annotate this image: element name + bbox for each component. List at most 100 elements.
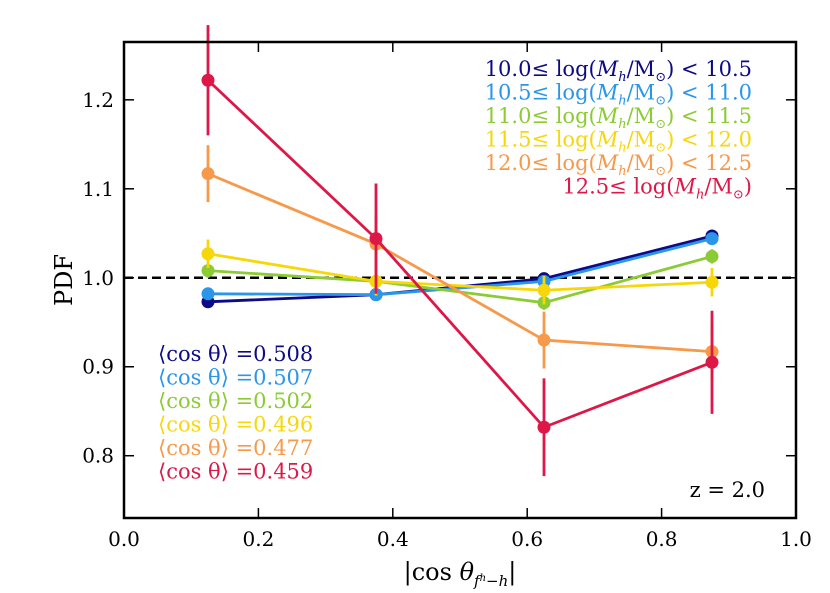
series-2 [201,232,719,302]
series-3 [201,249,719,310]
y-tick-label: 1.1 [82,177,114,201]
mean-annotation: ⟨cos θ⟩ =0.508 [158,342,313,366]
x-tick-label: 0.0 [108,527,140,551]
mean-annotation-value: =0.496 [236,413,314,437]
mean-annotation-lhs: ⟨cos θ⟩ [158,366,236,390]
legend-entry-part: M [596,151,619,175]
x-axis-label-bar-end: | [508,558,516,587]
mean-annotation-value: =0.477 [236,436,314,460]
x-tick-label: 0.8 [646,527,678,551]
series-1 [201,229,719,309]
x-tick-label: 0.2 [242,527,274,551]
series-line [207,255,713,305]
legend-entry-part: h [618,141,626,156]
x-axis-label-theta: θ [460,558,475,586]
axis-ticks: 0.0 0.2 0.4 0.6 0.8 1.0 0.8 0.9 1.0 1.1 1.2 [82,42,812,551]
legend-entry-part: M [596,81,619,105]
series-group [201,25,719,477]
mean-annotation-value: =0.502 [236,389,314,413]
series-6 [201,25,719,477]
series-line [207,79,713,429]
series-line [207,237,713,297]
mean-annotation-value: =0.507 [236,366,314,390]
legend-entry-part: h [618,70,626,85]
legend-entry: 11.0≤ log(Mh/M⊙) < 11.5 [485,104,752,132]
legend-entry-part: M [596,104,619,128]
legend-entry-part: ⊙ [655,70,666,85]
x-tick-label: 0.6 [511,527,543,551]
legend-entry-part: ) < 10.5 [666,57,752,81]
data-point [201,264,215,278]
mean-annotation: ⟨cos θ⟩ =0.477 [158,436,313,460]
legend-entry-part: 10.0≤ log( [485,57,597,81]
y-tick-label: 0.8 [82,444,114,468]
data-point [705,249,719,263]
legend-entry-part: M [596,57,619,81]
mean-annotation: ⟨cos θ⟩ =0.459 [158,460,313,484]
legend-entry: 12.5≤ log(Mh/M⊙) [562,175,752,203]
x-axis-label-subscript: fh−h [473,572,508,590]
mean-annotation-value: =0.508 [236,342,314,366]
y-tick-label: 1.0 [82,266,114,290]
x-tick-label: 1.0 [780,527,812,551]
data-point [537,333,551,347]
legend-entry-part: ⊙ [655,94,666,109]
mean-annotation: ⟨cos θ⟩ =0.496 [158,413,313,437]
plot-frame [122,40,798,520]
legend-entry: 11.5≤ log(Mh/M⊙) < 12.0 [485,128,752,156]
series-line [207,252,713,292]
legend-entry-part: h [696,188,704,203]
legend-entry-part: /M [704,175,733,199]
mean-annotation-lhs: ⟨cos θ⟩ [158,436,236,460]
data-point [705,232,719,246]
legend-entry: 10.0≤ log(Mh/M⊙) < 10.5 [485,57,752,85]
data-point [201,73,215,87]
legend-entry-part: 11.5≤ log( [485,128,597,152]
legend-entry-part: h [618,164,626,179]
mean-annotation: ⟨cos θ⟩ =0.507 [158,366,313,390]
data-point [537,420,551,434]
legend-entry-part: 12.0≤ log( [485,151,597,175]
legend: 10.0≤ log(Mh/M⊙) < 10.510.5≤ log(Mh/M⊙) … [485,57,752,203]
legend-entry-part: ⊙ [655,164,666,179]
legend-entry-part: M [673,175,696,199]
data-point [369,232,383,246]
legend-entry: 10.5≤ log(Mh/M⊙) < 11.0 [485,81,752,109]
mean-annotation: ⟨cos θ⟩ =0.502 [158,389,313,413]
mean-annotation-lhs: ⟨cos θ⟩ [158,342,236,366]
legend-entry: 12.0≤ log(Mh/M⊙) < 12.5 [485,151,752,179]
mean-annotation-value: =0.459 [236,460,314,484]
legend-entry-part: /M [627,128,656,152]
legend-entry-part: 12.5≤ log( [562,175,674,199]
data-point [201,247,215,261]
mean-annotation-lhs: ⟨cos θ⟩ [158,389,236,413]
legend-entry-part: /M [627,151,656,175]
data-point [705,275,719,289]
data-point [201,287,215,301]
legend-entry-part: ) < 12.0 [666,128,752,152]
x-axis-label-cos: cos [412,558,460,586]
y-tick-label: 0.9 [82,355,114,379]
legend-entry-part: 10.5≤ log( [485,81,597,105]
redshift-label: z = 2.0 [690,478,765,502]
mean-annotation-lhs: ⟨cos θ⟩ [158,413,236,437]
series-line [207,172,713,354]
x-axis-label-bar: | [404,558,412,587]
legend-entry-part: /M [627,57,656,81]
legend-entry-part: /M [627,104,656,128]
legend-entry-part: h [618,117,626,132]
x-tick-label: 0.4 [377,527,409,551]
legend-entry-part: h [618,94,626,109]
data-point [705,355,719,369]
mean-annotation-lhs: ⟨cos θ⟩ [158,460,236,484]
legend-entry-part: ) < 12.5 [666,151,752,175]
data-point [201,167,215,181]
legend-entry-part: ⊙ [655,141,666,156]
data-point [537,283,551,297]
legend-entry-part: ) [744,175,752,199]
legend-entry-part: /M [627,81,656,105]
legend-entry-part: ) < 11.0 [666,81,752,105]
legend-entry-part: ⊙ [655,117,666,132]
legend-entry-part: ⊙ [733,188,744,203]
